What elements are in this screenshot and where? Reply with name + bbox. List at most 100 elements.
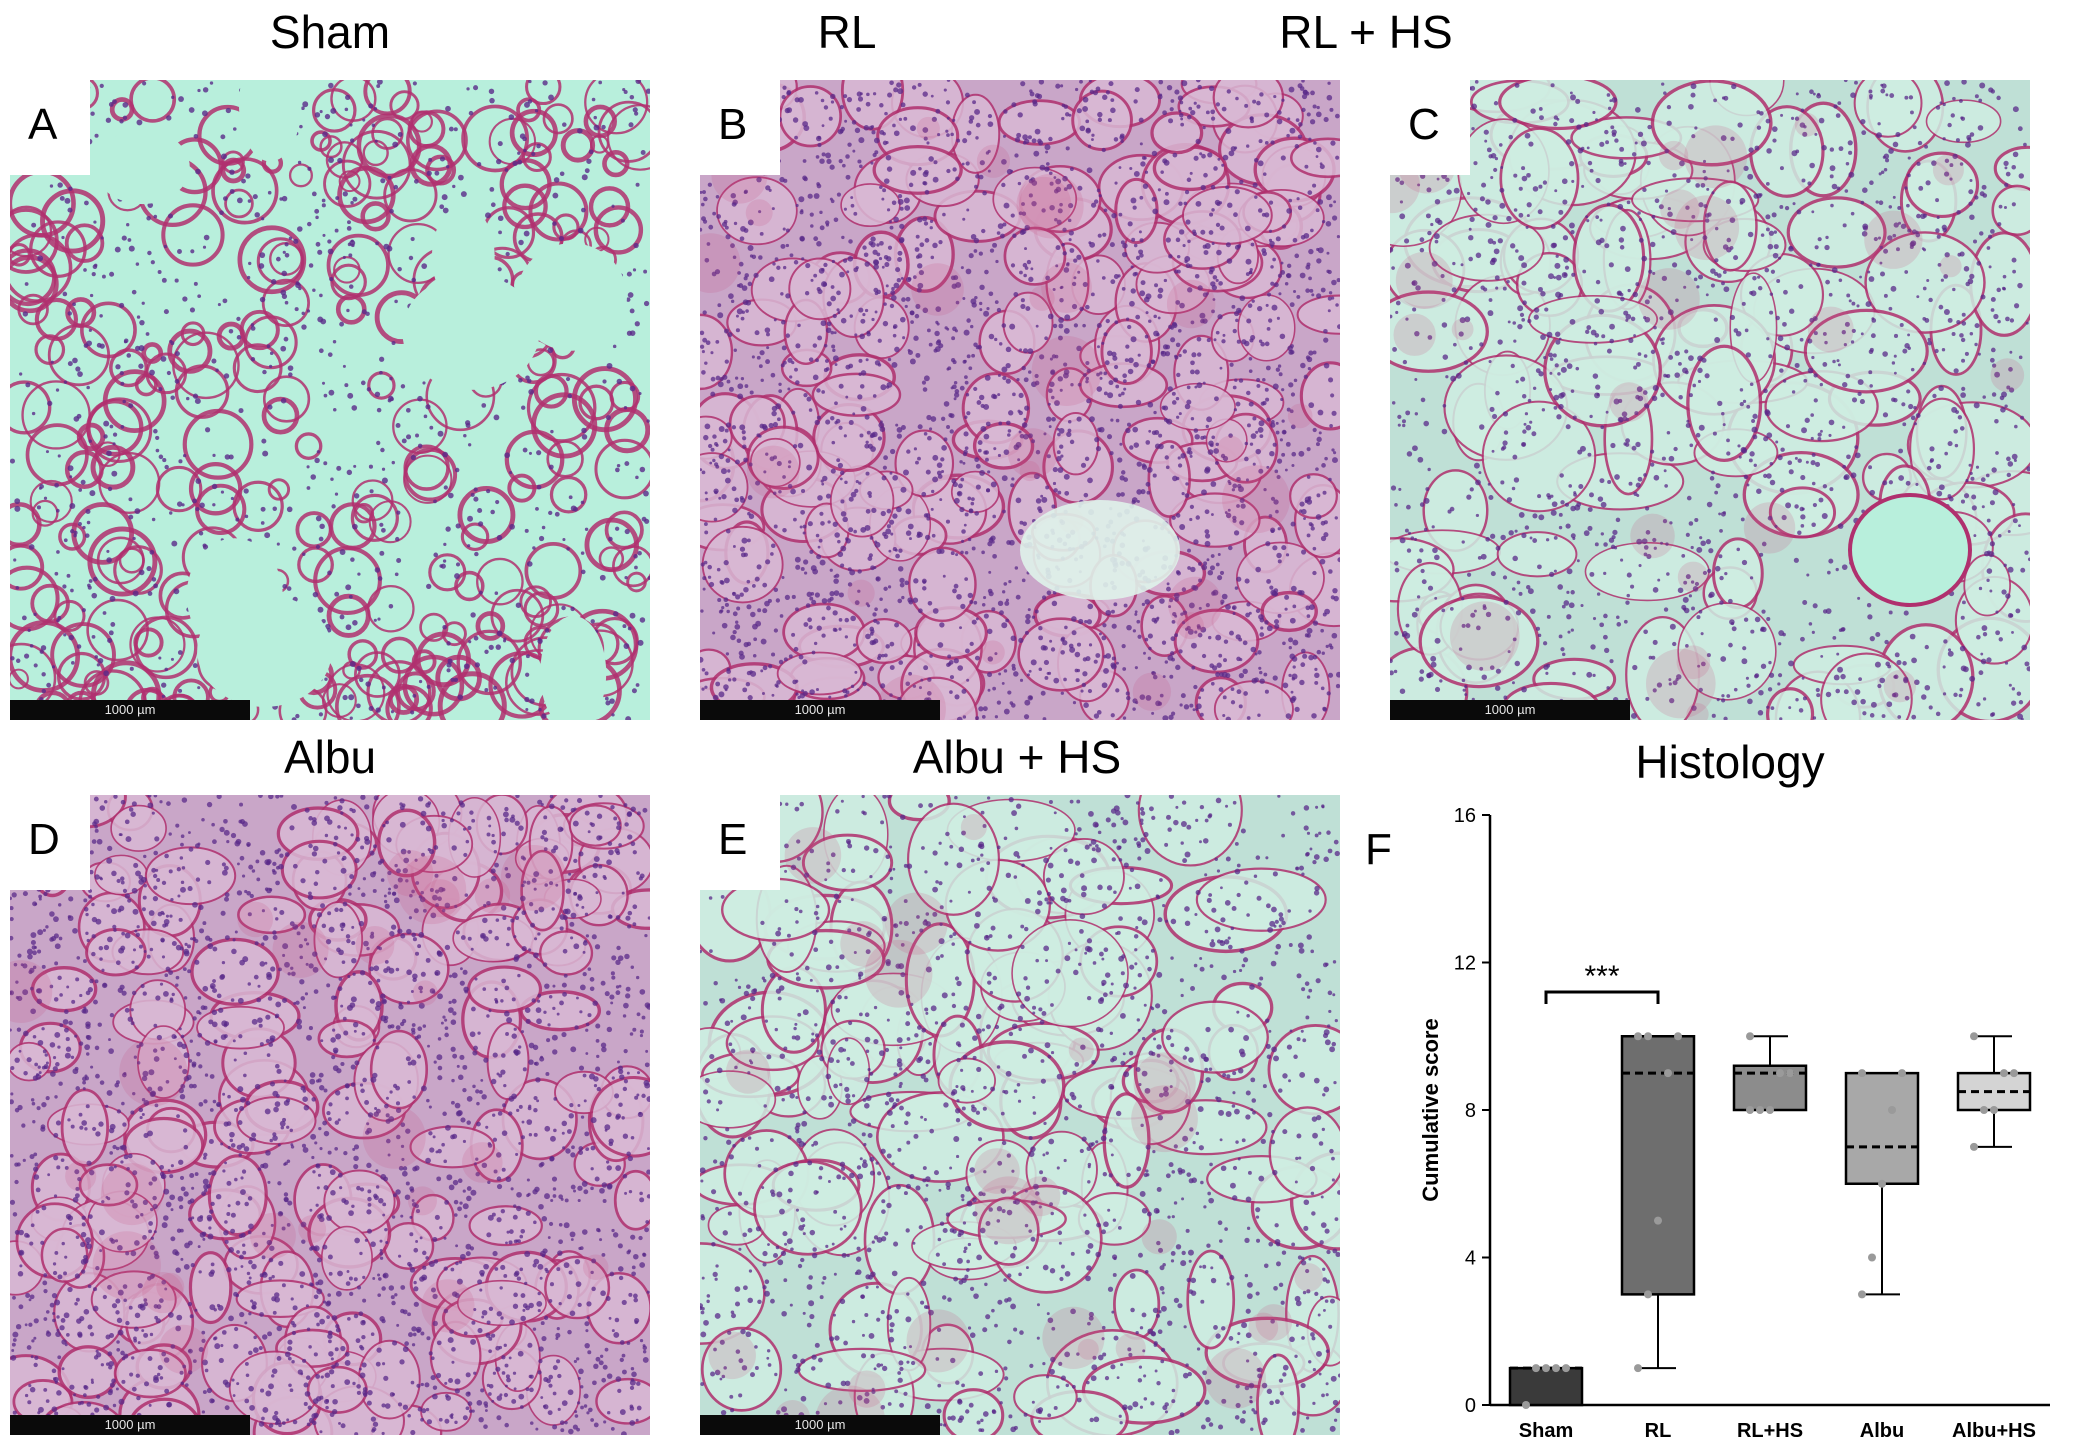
scale-bar-label: 1000 µm bbox=[104, 702, 156, 717]
data-point bbox=[1644, 1032, 1652, 1041]
box-body bbox=[1620, 1035, 1696, 1296]
micrograph-c: C 1000 µm bbox=[1390, 80, 2030, 720]
panel-letter-e: E bbox=[718, 815, 748, 864]
scale-bar-label: 1000 µm bbox=[794, 702, 846, 717]
letter-box: D bbox=[10, 795, 90, 890]
chart-title: Histology bbox=[1635, 736, 1825, 788]
scale-bar: 1000 µm bbox=[700, 700, 940, 720]
data-point bbox=[1878, 1179, 1886, 1188]
alveolar-walls bbox=[1390, 80, 2030, 720]
scale-bar-label: 1000 µm bbox=[1484, 702, 1536, 717]
data-point bbox=[1664, 1069, 1672, 1078]
tissue-image bbox=[700, 795, 1340, 1435]
micrograph-a: A 1000 µm bbox=[10, 80, 650, 720]
significance-label: *** bbox=[1584, 960, 1619, 993]
data-point bbox=[1980, 1106, 1988, 1114]
letter-box: E bbox=[700, 795, 780, 890]
scale-bar-label: 1000 µm bbox=[104, 1417, 156, 1432]
y-tick-label: 0 bbox=[1465, 1395, 1476, 1417]
box-body bbox=[1508, 1366, 1584, 1407]
data-point bbox=[1756, 1106, 1764, 1114]
data-point bbox=[2010, 1069, 2018, 1078]
x-tick-label: Albu bbox=[1860, 1420, 1904, 1440]
data-point bbox=[1858, 1290, 1866, 1299]
box-albu bbox=[1844, 1069, 1920, 1299]
y-tick-label: 8 bbox=[1465, 1100, 1476, 1122]
data-point bbox=[1776, 1069, 1784, 1078]
micrograph-e: E 1000 µm bbox=[700, 795, 1340, 1435]
tissue-image bbox=[10, 795, 650, 1435]
panel-title-e: Albu + HS bbox=[912, 731, 1122, 783]
data-point bbox=[1644, 1290, 1652, 1299]
panel-letter-c: C bbox=[1408, 100, 1440, 149]
data-point bbox=[1634, 1032, 1642, 1041]
box-rl bbox=[1620, 1032, 1696, 1373]
data-point bbox=[1898, 1069, 1906, 1078]
panel-letter-f: F bbox=[1365, 825, 1392, 874]
tissue-image bbox=[10, 80, 650, 720]
data-point bbox=[1562, 1364, 1570, 1373]
letter-box: A bbox=[10, 80, 90, 175]
x-tick-label: Albu+HS bbox=[1952, 1420, 2036, 1440]
data-point bbox=[1634, 1364, 1642, 1373]
panel-letter-a: A bbox=[28, 100, 58, 149]
data-point bbox=[1746, 1032, 1754, 1041]
nuclei bbox=[1390, 80, 2030, 720]
histology-box-chart: 0 4 8 12 16 Cumulative score Sham RL RL+HS Albu Al… bbox=[1418, 805, 2050, 1440]
letter-box: B bbox=[700, 80, 780, 175]
hemorrhage bbox=[10, 795, 609, 1375]
nuclei bbox=[700, 795, 1340, 1435]
data-point bbox=[2000, 1069, 2008, 1078]
y-tick-label: 12 bbox=[1454, 953, 1476, 975]
data-point bbox=[1868, 1253, 1876, 1262]
x-tick-label: Sham bbox=[1519, 1420, 1573, 1440]
box-body bbox=[1732, 1064, 1808, 1112]
panel-letter-b: B bbox=[718, 100, 748, 149]
data-point bbox=[1674, 1032, 1682, 1041]
data-point bbox=[1542, 1364, 1550, 1373]
vessel-lumen bbox=[1848, 493, 1972, 607]
panel-title-d: Albu bbox=[283, 731, 377, 783]
data-point bbox=[1970, 1032, 1978, 1041]
panel-letter-d: D bbox=[28, 815, 60, 864]
y-axis-label: Cumulative score bbox=[1418, 1018, 1443, 1201]
data-point bbox=[1532, 1364, 1540, 1373]
box-body bbox=[1844, 1071, 1920, 1185]
hemorrhage bbox=[700, 116, 1313, 720]
significance-bracket bbox=[1544, 990, 1660, 1004]
data-point bbox=[1746, 1106, 1754, 1114]
micrograph-b: B 1000 µm bbox=[700, 80, 1340, 720]
nuclei bbox=[10, 80, 650, 720]
box-rl-plus-hs bbox=[1732, 1032, 1808, 1114]
y-tick-label: 4 bbox=[1465, 1248, 1476, 1270]
micrograph-d: D 1000 µm bbox=[10, 795, 650, 1435]
letter-box: C bbox=[1390, 80, 1470, 175]
x-tick-label: RL bbox=[1645, 1420, 1672, 1440]
data-point bbox=[1786, 1069, 1794, 1078]
data-point bbox=[1552, 1364, 1560, 1373]
scale-bar: 1000 µm bbox=[1390, 700, 1630, 720]
panel-title-a: Sham bbox=[269, 6, 391, 58]
panel-title-b: RL bbox=[817, 6, 877, 58]
box-albu-plus-hs bbox=[1956, 1032, 2032, 1151]
nuclei bbox=[700, 80, 1340, 720]
scale-bar: 1000 µm bbox=[10, 1415, 250, 1435]
data-point bbox=[1766, 1106, 1774, 1114]
alveolar-walls bbox=[700, 80, 1340, 720]
tissue-image bbox=[700, 80, 1340, 720]
box-sham bbox=[1508, 1364, 1584, 1409]
scale-bar: 1000 µm bbox=[700, 1415, 940, 1435]
data-point bbox=[1858, 1069, 1866, 1078]
scale-bar-label: 1000 µm bbox=[794, 1417, 846, 1432]
data-point bbox=[1654, 1216, 1662, 1225]
panel-title-c: RL + HS bbox=[1279, 6, 1453, 58]
data-point bbox=[1522, 1401, 1530, 1409]
data-point bbox=[1970, 1142, 1978, 1151]
tissue-image bbox=[1390, 80, 2030, 720]
data-point bbox=[1990, 1106, 1998, 1114]
edema-region bbox=[1020, 500, 1180, 600]
data-point bbox=[1888, 1106, 1896, 1114]
box-body bbox=[1956, 1071, 2032, 1112]
x-tick-label: RL+HS bbox=[1737, 1420, 1803, 1440]
y-tick-label: 16 bbox=[1454, 805, 1476, 827]
